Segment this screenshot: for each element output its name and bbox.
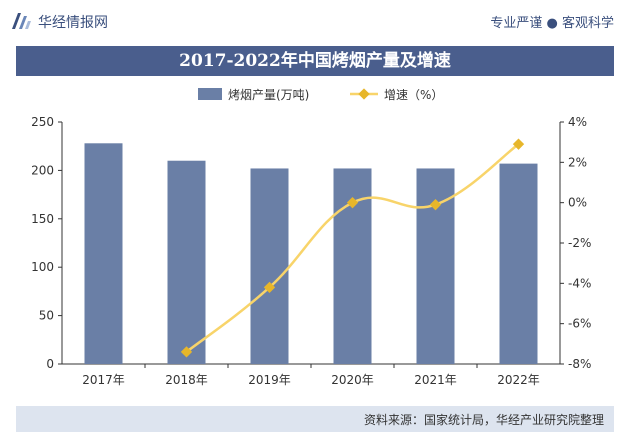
right-tick-label: 4% — [568, 115, 587, 129]
right-tick-label: -6% — [568, 317, 591, 331]
x-axis-labels: 2017年 2018年 2019年 2020年 2021年 2022年 — [82, 364, 540, 387]
bar — [167, 160, 206, 364]
header: 华经情报网 专业严谨 ● 客观科学 — [0, 0, 630, 40]
bar — [499, 163, 538, 364]
legend: 烤烟产量(万吨) 增速（%） — [198, 87, 443, 102]
line-point — [180, 346, 193, 358]
left-tick-label: 150 — [31, 212, 54, 226]
x-tick-label: 2021年 — [414, 373, 457, 387]
legend-bar-label: 烤烟产量(万吨) — [228, 87, 309, 102]
line-point — [263, 281, 276, 294]
left-tick-label: 100 — [31, 260, 54, 274]
left-tick-label: 200 — [31, 163, 54, 177]
chart-title: 2017-2022年中国烤烟产量及增速 — [16, 46, 614, 76]
right-tick-label: 0% — [568, 196, 587, 210]
x-tick-label: 2019年 — [248, 373, 291, 387]
right-tick-label: -2% — [568, 236, 591, 250]
left-tick-label: 50 — [39, 309, 54, 323]
left-tick-label: 250 — [31, 115, 54, 129]
line-point — [346, 197, 359, 209]
legend-bar-swatch — [198, 88, 222, 100]
source-note: 资料来源：国家统计局，华经产业研究院整理 — [363, 413, 604, 427]
legend-line-marker — [358, 88, 370, 100]
x-tick-label: 2018年 — [165, 373, 208, 387]
bar — [250, 168, 289, 364]
right-tick-label: -8% — [568, 357, 591, 371]
brand-slogan: 专业严谨 ● 客观科学 — [490, 16, 614, 31]
legend-line-label: 增速（%） — [384, 88, 443, 102]
brand-logo-icon — [12, 13, 31, 29]
x-tick-label: 2022年 — [497, 373, 540, 387]
right-tick-label: -4% — [568, 276, 591, 290]
left-tick-label: 0 — [46, 357, 54, 371]
brand-name: 华经情报网 — [38, 15, 108, 31]
right-y-axis: -8% -6% -4% -2% 0% 2% 4% — [559, 115, 591, 371]
line-series — [180, 138, 525, 358]
footer: 资料来源：国家统计局，华经产业研究院整理 — [16, 406, 614, 432]
right-tick-label: 2% — [568, 155, 587, 169]
x-tick-label: 2017年 — [82, 373, 125, 387]
bar — [84, 143, 123, 364]
x-tick-label: 2020年 — [331, 373, 374, 387]
chart: 0 50 100 150 200 250 -8% -6% -4% -2% 0% 2% 4% 2017年… — [31, 87, 591, 387]
bar-series — [84, 143, 538, 364]
